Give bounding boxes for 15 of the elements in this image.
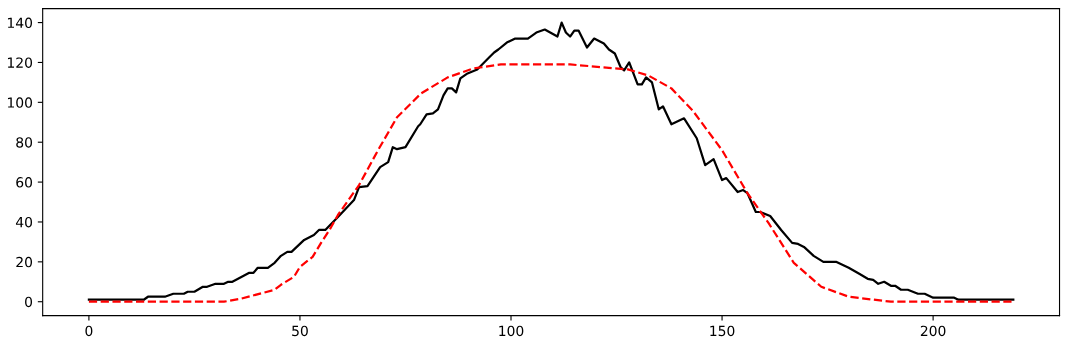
x-tick-label: 50 <box>292 325 308 337</box>
x-tick-label: 0 <box>85 325 93 337</box>
line-series <box>87 21 1015 301</box>
y-tick-label: 40 <box>15 216 33 228</box>
y-tick-label: 0 <box>25 296 33 308</box>
y-tick-label: 80 <box>16 137 33 148</box>
y-tick-label: 140 <box>7 17 33 29</box>
y-tick-label: 100 <box>7 97 33 108</box>
x-tick-label: 200 <box>920 325 946 337</box>
y-tick-label: 60 <box>16 177 33 188</box>
y-tick-label: 20 <box>16 256 33 268</box>
line-series <box>87 63 1015 303</box>
x-tick-label: 100 <box>499 325 524 337</box>
x-tick-label: 150 <box>710 325 735 337</box>
y-tick-label: 120 <box>7 57 33 68</box>
